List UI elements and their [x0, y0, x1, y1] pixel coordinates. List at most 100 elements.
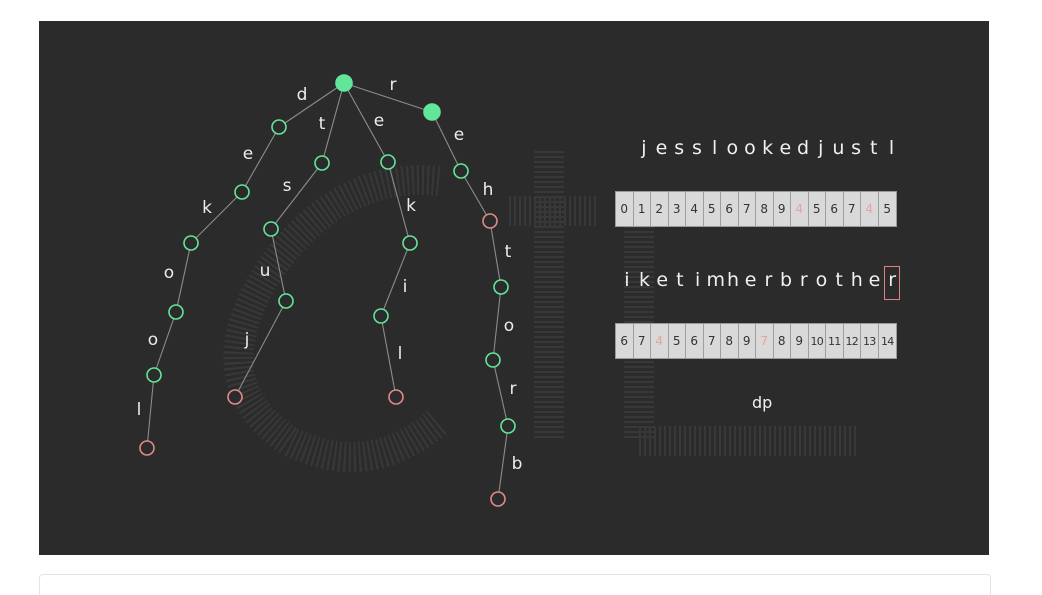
trie-edge: [492, 359, 509, 427]
dp-cell: 10: [809, 324, 826, 358]
letter: e: [868, 269, 881, 291]
trie-edge-label: e: [374, 111, 384, 131]
trie-edge: [460, 170, 491, 222]
dp-cell: 4: [651, 324, 669, 358]
dp-cell: 4: [686, 192, 704, 226]
dp-cell: 8: [756, 192, 774, 226]
trie-edge-label: l: [398, 344, 403, 364]
trie-edge-label: t: [505, 242, 512, 262]
trie-node: [485, 352, 501, 368]
trie-edge: [190, 191, 243, 244]
dp-cell: 6: [686, 324, 704, 358]
trie-edge: [270, 162, 323, 230]
trie-node: [500, 418, 516, 434]
trie-edge: [153, 311, 177, 376]
trie-node: [146, 367, 162, 383]
letter: j: [641, 137, 647, 159]
trie-edge-label: u: [260, 261, 271, 281]
dp-cell: 6: [826, 192, 844, 226]
trie-edge: [343, 82, 389, 163]
letter: e: [744, 269, 757, 291]
trie-node: [278, 293, 294, 309]
trie-edge-label: l: [137, 400, 142, 420]
dp-cell: 5: [704, 192, 721, 226]
current-char-cursor: [884, 266, 900, 300]
letter: l: [711, 137, 718, 159]
trie-edge: [431, 111, 462, 172]
dp-cell: 1: [634, 192, 651, 226]
trie-edge: [175, 242, 192, 313]
trie-edge: [343, 82, 433, 113]
trie-edge: [278, 82, 345, 128]
trie-edge-label: o: [148, 330, 158, 350]
letter: m: [706, 269, 725, 291]
trie-edge-label: s: [283, 176, 292, 196]
letter: o: [744, 137, 756, 159]
trie-edge: [234, 300, 287, 398]
trie-edge: [270, 228, 287, 302]
trie-node: [335, 74, 353, 92]
letter: e: [655, 137, 668, 159]
dp-cell: 11: [826, 324, 844, 358]
trie-edge-label: j: [244, 330, 250, 350]
trie-edge: [146, 374, 155, 449]
letter: r: [764, 269, 773, 291]
trie-end-node: [482, 213, 498, 229]
letter: u: [832, 137, 845, 159]
trie-edge-label: e: [243, 144, 253, 164]
dp-cell: 8: [774, 324, 791, 358]
trie-edge-label: t: [319, 114, 326, 134]
dp-cell: 7: [634, 324, 651, 358]
trie-edge-label: h: [483, 180, 494, 200]
letter: o: [726, 137, 739, 159]
letter: j: [818, 137, 824, 159]
trie-edge-label: i: [403, 277, 408, 297]
dp-cell: 7: [704, 324, 721, 358]
dp-cell: 4: [791, 192, 809, 226]
trie-edge-label: k: [406, 196, 416, 216]
dp-cell: 6: [616, 324, 634, 358]
trie-node: [263, 221, 279, 237]
trie-end-node: [490, 491, 506, 507]
dp-cell: 5: [669, 324, 686, 358]
letter: s: [674, 137, 685, 159]
dp-cell: 6: [721, 192, 739, 226]
letter: r: [799, 269, 808, 291]
row2-dp-cells: 6 7 4 5 6 7 8 9 7 8 9 10 11 12 13 14: [615, 323, 897, 359]
letter: t: [835, 269, 843, 291]
letter: r: [888, 269, 897, 291]
trie-node: [168, 304, 184, 320]
bottom-panel: [39, 574, 991, 595]
trie-edge: [489, 220, 502, 288]
trie-node: [493, 279, 509, 295]
trie-edge: [380, 315, 397, 398]
dp-cell: 4: [861, 192, 879, 226]
letter: e: [656, 269, 669, 291]
trie-node: [453, 163, 469, 179]
watermark-logo: [223, 151, 859, 472]
trie-edge-label: r: [390, 75, 397, 95]
letter: k: [639, 269, 651, 291]
letter: s: [691, 137, 702, 159]
dp-cell: 5: [809, 192, 826, 226]
letter: k: [762, 137, 774, 159]
trie-node: [183, 235, 199, 251]
trie-edge: [492, 286, 502, 361]
letter: b: [780, 269, 793, 291]
trie-edge: [497, 425, 509, 500]
dp-cell: 3: [669, 192, 686, 226]
trie-node: [271, 119, 287, 135]
dp-cell: 7: [844, 192, 861, 226]
dp-cell: 7: [739, 192, 756, 226]
dp-cell: 2: [651, 192, 669, 226]
dp-cell: 5: [883, 202, 892, 216]
trie-edge: [387, 161, 411, 244]
trie-edge-label: r: [510, 379, 517, 399]
trie-edge-label: d: [297, 85, 308, 105]
trie-end-node: [139, 440, 155, 456]
trie-node: [373, 308, 389, 324]
